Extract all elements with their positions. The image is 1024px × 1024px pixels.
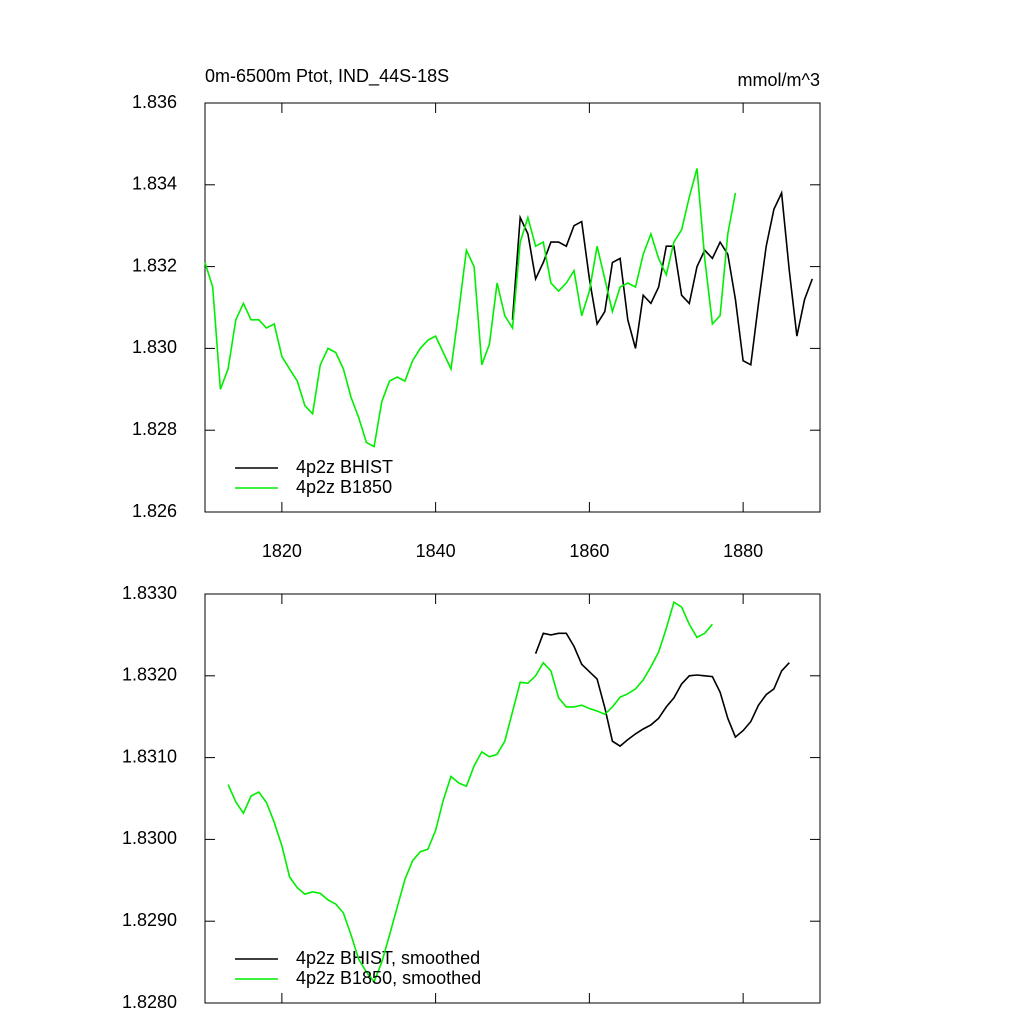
y-tick-label: 1.8330 (122, 583, 177, 603)
legend-label: 4p2z BHIST, smoothed (296, 948, 480, 968)
legend-label: 4p2z B1850, smoothed (296, 968, 481, 988)
plot-frame (204, 593, 821, 1004)
chart-title: 0m-6500m Ptot, IND_44S-18S (205, 66, 449, 87)
data-line (204, 168, 737, 448)
x-tick-label: 1880 (723, 541, 763, 561)
y-tick-label: 1.8280 (122, 992, 177, 1012)
legend-label: 4p2z BHIST (296, 457, 393, 477)
data-line (227, 600, 714, 984)
y-tick-label: 1.830 (132, 337, 177, 357)
data-line (534, 632, 790, 748)
units-label: mmol/m^3 (738, 70, 820, 90)
y-tick-label: 1.826 (132, 501, 177, 521)
x-tick-label: 1820 (262, 541, 302, 561)
y-tick-label: 1.8300 (122, 828, 177, 848)
y-tick-label: 1.836 (132, 92, 177, 112)
plot-frame (204, 102, 821, 513)
x-tick-label: 1840 (416, 541, 456, 561)
y-tick-label: 1.8310 (122, 746, 177, 766)
x-tick-label: 1860 (569, 541, 609, 561)
y-tick-label: 1.828 (132, 419, 177, 439)
data-line (511, 190, 814, 367)
y-tick-label: 1.834 (132, 174, 177, 194)
y-tick-label: 1.8290 (122, 910, 177, 930)
y-tick-label: 1.832 (132, 255, 177, 275)
legend-label: 4p2z B1850 (296, 477, 392, 497)
y-tick-label: 1.8320 (122, 665, 177, 685)
